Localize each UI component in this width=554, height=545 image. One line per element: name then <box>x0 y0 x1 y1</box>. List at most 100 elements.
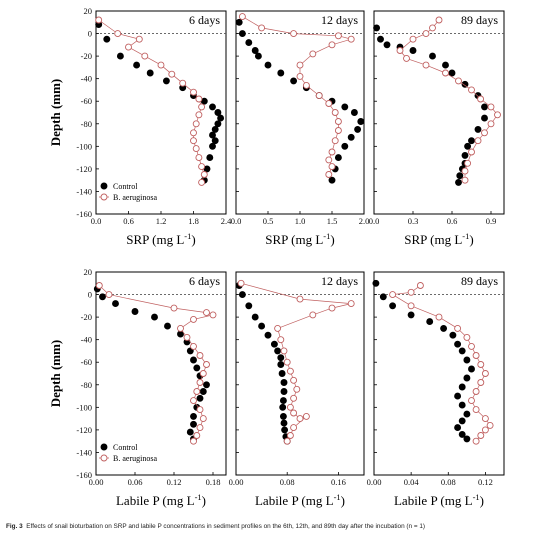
data-point-treatment <box>195 111 203 119</box>
data-point-treatment <box>454 324 462 332</box>
data-point-treatment <box>302 81 310 89</box>
data-point-control <box>103 35 111 43</box>
data-point-treatment <box>290 424 298 432</box>
data-point-treatment <box>177 324 184 332</box>
y-tick-label: -40 <box>81 335 92 345</box>
data-point-control <box>209 103 216 111</box>
data-point-treatment <box>125 43 132 51</box>
data-point-control <box>162 77 170 85</box>
legend-marker <box>100 443 108 451</box>
data-point-control <box>133 61 141 69</box>
data-point-treatment <box>286 367 294 375</box>
data-point-control <box>455 178 462 186</box>
data-point-control <box>458 430 466 438</box>
data-point-treatment <box>455 77 462 85</box>
y-tick-label: -160 <box>76 470 92 480</box>
y-tick-label: 20 <box>84 267 93 277</box>
data-point-control <box>280 388 288 395</box>
data-point-control <box>350 109 358 116</box>
legend-marker <box>100 454 108 462</box>
data-point-treatment <box>481 415 489 423</box>
data-point-treatment <box>198 103 206 111</box>
data-point-treatment <box>135 35 143 43</box>
y-tick-label: -80 <box>81 380 92 390</box>
data-point-treatment <box>190 342 197 350</box>
x-tick-label: 0.6 <box>123 216 134 226</box>
data-point-control <box>164 322 171 330</box>
data-point-control <box>347 133 355 141</box>
data-point-treatment <box>407 288 415 296</box>
data-point-control <box>409 47 417 54</box>
data-point-control <box>277 69 285 77</box>
y-tick-label: -120 <box>76 425 92 435</box>
data-point-control <box>454 340 462 348</box>
series-line-2 <box>98 19 205 183</box>
legend-marker <box>100 193 108 201</box>
x-tick-label: 2.0 <box>359 216 370 226</box>
data-point-treatment <box>442 69 449 77</box>
data-point-treatment <box>190 437 197 445</box>
y-tick-label: -80 <box>81 119 92 129</box>
plot-frame <box>373 271 505 476</box>
data-point-control <box>474 125 482 133</box>
data-point-treatment <box>198 163 206 171</box>
data-point-control <box>251 313 259 321</box>
data-point-treatment <box>331 109 339 116</box>
data-point-treatment <box>334 127 342 134</box>
data-point-control <box>341 142 349 150</box>
x-tick-label: 1.2 <box>156 216 167 226</box>
data-point-treatment <box>286 403 294 411</box>
panel-day-annotation: 89 days <box>461 274 498 288</box>
data-point-control <box>279 397 287 405</box>
x-axis-label: SRP (mg L-1) <box>126 231 195 247</box>
data-point-treatment <box>195 95 203 103</box>
data-point-treatment <box>347 35 355 43</box>
chart-panel-1: 0.0 0.6 1.2 1.8 2.4 20 0 -20 -40 -60 -80 -100 -120 -1… <box>48 6 232 247</box>
data-point-treatment <box>422 61 430 69</box>
data-point-treatment <box>199 370 207 377</box>
data-point-treatment <box>114 30 122 38</box>
y-tick-label: -120 <box>76 164 92 174</box>
data-point-control <box>258 322 266 330</box>
y-tick-label: 0 <box>88 290 92 300</box>
data-point-control <box>199 388 207 395</box>
data-point-control <box>429 52 436 60</box>
data-point-treatment <box>274 324 282 332</box>
data-point-treatment <box>477 361 485 368</box>
plot-frame <box>373 10 505 215</box>
panel-day-annotation: 12 days <box>321 274 358 288</box>
data-point-treatment <box>461 176 469 184</box>
caption-label: Fig. 3 <box>6 523 23 530</box>
data-point-treatment <box>296 61 304 69</box>
data-point-treatment <box>472 437 480 445</box>
x-tick-label: 0.12 <box>167 477 182 487</box>
data-point-control <box>449 331 457 339</box>
data-point-treatment <box>283 358 291 366</box>
data-point-treatment <box>190 315 197 323</box>
data-point-treatment <box>494 111 501 119</box>
data-point-control <box>211 125 219 133</box>
y-tick-label: 20 <box>84 6 93 16</box>
y-tick-label: -140 <box>76 447 92 457</box>
legend-entry: Control <box>113 182 138 191</box>
y-tick-label: -20 <box>81 51 92 61</box>
data-point-treatment <box>407 302 415 310</box>
data-point-control <box>131 308 139 315</box>
data-point-control <box>190 412 197 420</box>
x-tick-label: 0.5 <box>263 216 274 226</box>
data-point-treatment <box>196 406 204 414</box>
data-point-treatment <box>196 352 204 359</box>
data-point-treatment <box>198 178 206 186</box>
data-point-control <box>211 137 219 145</box>
data-point-control <box>281 426 289 434</box>
data-point-treatment <box>331 137 339 145</box>
data-point-treatment <box>193 388 201 395</box>
legend-entry: B. aeruginosa <box>113 454 157 463</box>
data-point-treatment <box>389 291 397 299</box>
y-tick-label: -20 <box>81 312 92 322</box>
data-point-treatment <box>237 279 245 287</box>
data-point-control <box>468 137 475 145</box>
data-point-control <box>238 291 246 299</box>
data-point-control <box>99 293 106 301</box>
x-axis-label: Labile P (mg L-1) <box>255 492 345 508</box>
